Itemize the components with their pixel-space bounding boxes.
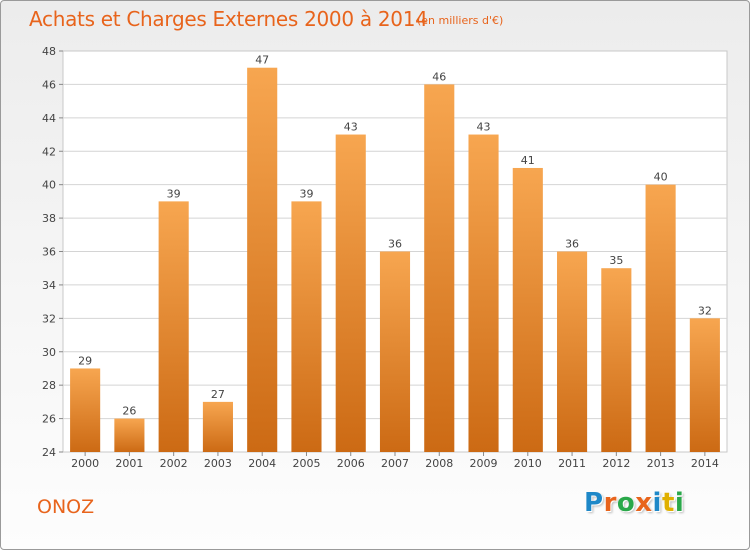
y-tick-label: 36 <box>42 246 56 259</box>
y-tick-label: 26 <box>42 413 56 426</box>
data-label: 43 <box>477 121 491 134</box>
data-label: 40 <box>654 171 668 184</box>
bar-2001 <box>114 418 145 452</box>
x-tick-label: 2011 <box>558 457 586 470</box>
bar-2002 <box>158 201 189 452</box>
x-tick-label: 2004 <box>248 457 276 470</box>
x-tick-label: 2005 <box>292 457 320 470</box>
x-tick-label: 2010 <box>514 457 542 470</box>
data-label: 29 <box>78 354 92 367</box>
logo-letter: t <box>661 488 675 518</box>
y-tick-label: 42 <box>42 145 56 158</box>
x-tick-label: 2013 <box>647 457 675 470</box>
data-label: 47 <box>255 54 269 67</box>
data-label: 36 <box>388 238 402 251</box>
x-tick-label: 2006 <box>337 457 365 470</box>
data-label: 26 <box>122 405 136 418</box>
logo-letter: x <box>635 488 653 518</box>
chart-subtitle: (en milliers d'€) <box>417 14 504 27</box>
y-tick-label: 40 <box>42 179 56 192</box>
data-label: 32 <box>698 304 712 317</box>
bar-2003 <box>202 401 233 452</box>
bar-2010 <box>512 167 543 453</box>
chart-title: Achats et Charges Externes 2000 à 2014 <box>29 7 428 31</box>
logo-letter: i <box>652 488 662 518</box>
logo-letter: r <box>603 488 617 518</box>
x-tick-label: 2003 <box>204 457 232 470</box>
data-label: 46 <box>432 70 446 83</box>
bar-2011 <box>557 251 588 452</box>
bar-2000 <box>70 368 101 452</box>
y-tick-label: 38 <box>42 212 56 225</box>
x-tick-label: 2000 <box>71 457 99 470</box>
x-tick-label: 2009 <box>470 457 498 470</box>
y-tick-label: 32 <box>42 312 56 325</box>
y-tick-label: 28 <box>42 379 56 392</box>
data-label: 27 <box>211 388 225 401</box>
y-tick-label: 46 <box>42 78 56 91</box>
logo-letter: P <box>584 488 604 518</box>
bar-2014 <box>689 318 720 452</box>
data-label: 41 <box>521 154 535 167</box>
y-tick-label: 34 <box>42 279 56 292</box>
bar-2004 <box>247 67 278 452</box>
x-tick-label: 2008 <box>425 457 453 470</box>
x-tick-label: 2012 <box>602 457 630 470</box>
commune-name: ONOZ <box>37 496 95 518</box>
y-tick-label: 48 <box>42 45 56 58</box>
y-tick-label: 30 <box>42 346 56 359</box>
logo-letter: o <box>616 488 636 518</box>
bar-2012 <box>601 268 632 452</box>
data-label: 43 <box>344 121 358 134</box>
bar-2007 <box>379 251 411 452</box>
x-tick-label: 2001 <box>115 457 143 470</box>
bar-2006 <box>335 134 366 452</box>
y-tick-label: 24 <box>42 446 56 459</box>
bar-2008 <box>424 84 455 453</box>
data-labels: 29 26 39 27 47 39 43 36 46 43 41 36 35 40 32 <box>78 54 712 418</box>
data-label: 36 <box>565 238 579 251</box>
proxiti-logo[interactable]: Proxiti <box>584 488 684 518</box>
y-axis-ticks: 24 26 28 30 32 34 36 38 40 42 44 46 48 <box>42 45 63 459</box>
x-axis-ticks: 2000 2001 2002 2003 2004 2005 2006 2007 2008 2009… <box>71 452 719 470</box>
data-label: 39 <box>299 187 313 200</box>
data-label: 35 <box>609 254 623 267</box>
y-tick-label: 44 <box>42 112 56 125</box>
x-tick-label: 2007 <box>381 457 409 470</box>
bar-2013 <box>645 184 676 452</box>
bar-2009 <box>468 134 499 452</box>
data-label: 39 <box>167 187 181 200</box>
logo-letter: i <box>674 488 685 518</box>
x-tick-label: 2014 <box>691 457 719 470</box>
bar-2005 <box>291 201 322 452</box>
bars <box>70 67 720 453</box>
x-tick-label: 2002 <box>160 457 188 470</box>
